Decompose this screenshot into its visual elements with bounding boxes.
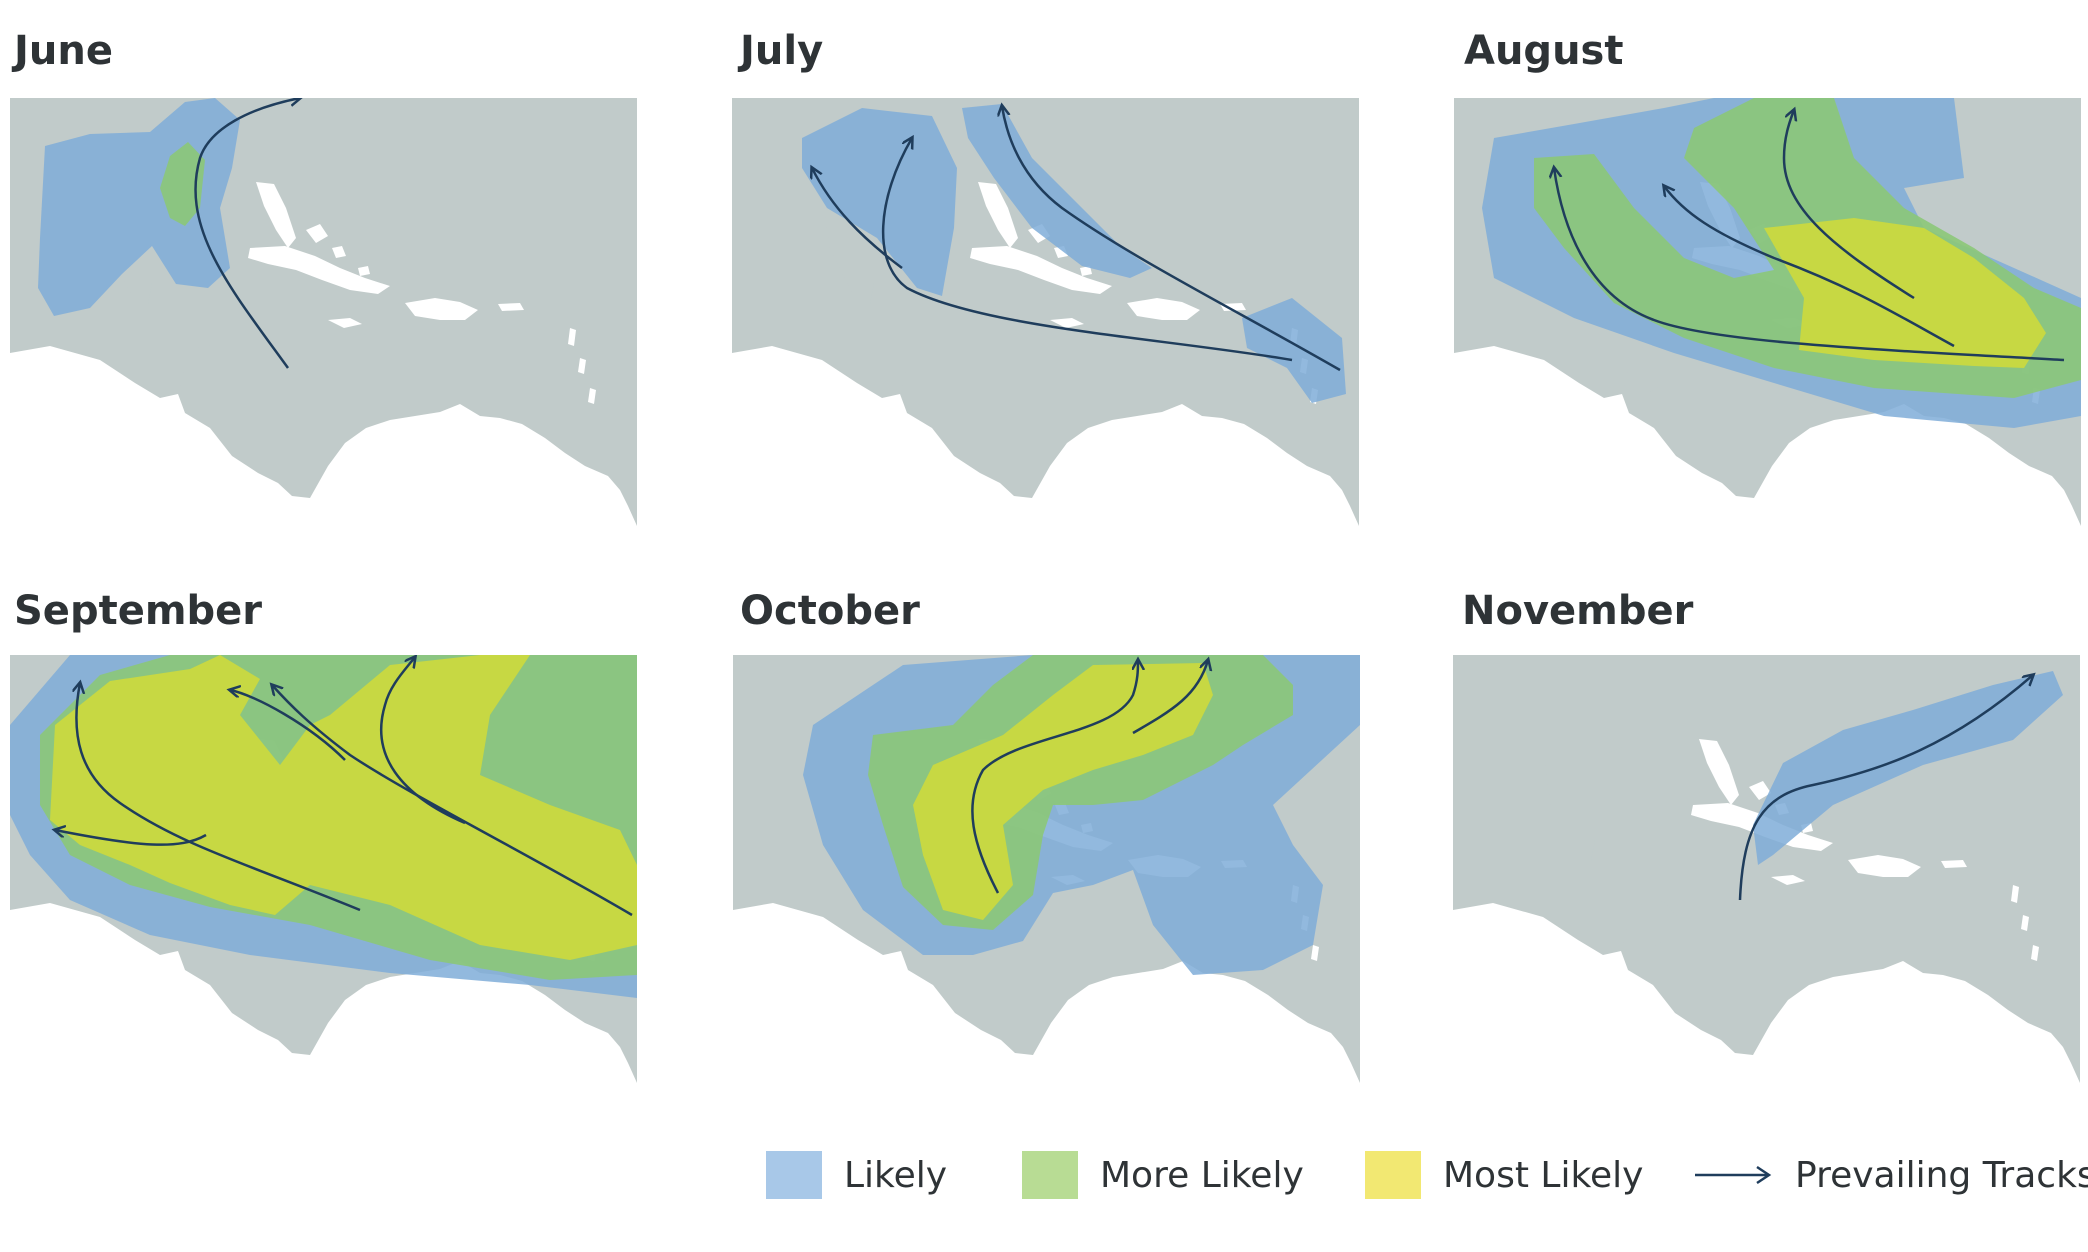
track-arrow — [812, 168, 903, 269]
track-arrow — [194, 98, 300, 369]
legend-item-most-likely: Most Likely — [1365, 1150, 1643, 1200]
track-arrow-icon — [1695, 1165, 1772, 1185]
more-likely-swatch — [1022, 1151, 1078, 1199]
track-arrow — [1664, 186, 1955, 348]
november-map — [1453, 655, 2080, 1083]
track-arrow — [1132, 660, 1208, 735]
track-arrow — [230, 690, 346, 761]
july-map — [732, 98, 1359, 526]
likely-zone — [1242, 298, 1346, 403]
track-arrow — [380, 657, 466, 825]
september-map — [10, 655, 637, 1083]
most-likely-zone — [50, 655, 637, 960]
tracks-label: Prevailing Tracks — [1795, 1154, 2088, 1196]
track-arrow — [1554, 168, 2065, 362]
track-arrow — [971, 660, 1138, 894]
panel-title: July — [740, 28, 824, 74]
track-arrow — [1782, 110, 1915, 300]
most-likely-zone — [913, 663, 1213, 920]
likely-zone — [962, 104, 1152, 278]
likely-zone — [802, 108, 957, 296]
more-likely-label: More Likely — [1100, 1154, 1304, 1196]
likely-swatch — [766, 1151, 822, 1199]
track-arrow — [1002, 106, 1341, 372]
track-arrow — [1738, 675, 2033, 901]
june-map — [10, 98, 637, 526]
track-arrow — [882, 138, 1293, 362]
panel-title: November — [1462, 588, 1694, 634]
likely-zone — [1753, 671, 2063, 865]
panel-title: June — [14, 28, 113, 74]
most-likely-label: Most Likely — [1443, 1154, 1644, 1196]
panel-title: September — [14, 588, 262, 634]
legend-item-more-likely: More Likely — [1022, 1150, 1304, 1200]
track-arrow — [55, 830, 207, 846]
panel-title: October — [740, 588, 920, 634]
most-likely-swatch — [1365, 1151, 1421, 1199]
likely-label: Likely — [844, 1154, 948, 1196]
panel-title: August — [1464, 28, 1624, 74]
track-arrow — [76, 683, 361, 912]
legend-item-tracks: Prevailing Tracks — [1693, 1150, 2088, 1200]
more-likely-zone — [160, 142, 205, 226]
legend-item-likely: Likely — [766, 1150, 947, 1200]
october-map — [733, 655, 1360, 1083]
track-arrow — [272, 685, 633, 917]
august-map — [1454, 98, 2081, 526]
